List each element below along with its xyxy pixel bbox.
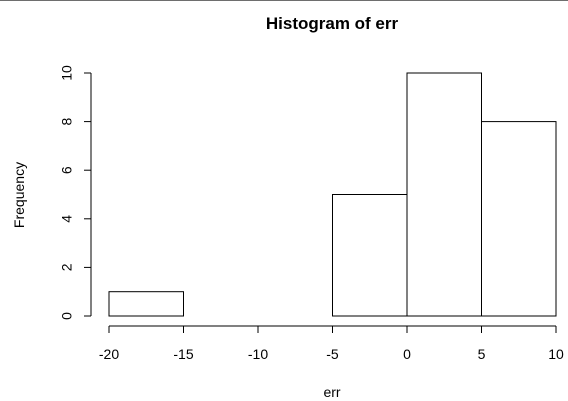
histogram-bars [108,72,557,317]
x-tick-label: -10 [248,346,268,362]
x-axis-label: err [323,384,340,400]
x-tick-label: 0 [403,346,411,362]
histogram-bar [108,291,184,317]
x-tick-label: -20 [99,346,119,362]
histogram-bar [481,121,557,317]
histogram-bar [332,194,408,317]
y-axis: 0 2 4 6 8 10 [59,65,92,320]
y-tick-label: 2 [59,263,75,271]
y-tick-label: 4 [59,215,75,223]
top-border-line [0,0,568,1]
y-axis-label: Frequency [11,162,27,228]
y-tick-label: 6 [59,166,75,174]
x-tick-label: 10 [548,346,564,362]
x-tick-label: -5 [326,346,339,362]
y-tick-label: 10 [59,65,75,81]
x-axis: -20 -15 -10 -5 0 5 10 [99,325,564,362]
y-tick-label: 0 [59,312,75,320]
histogram-bar [406,72,482,317]
x-tick-label: 5 [478,346,486,362]
x-tick-label: -15 [173,346,193,362]
y-tick-label: 8 [59,117,75,125]
chart-title: Histogram of err [266,14,399,33]
